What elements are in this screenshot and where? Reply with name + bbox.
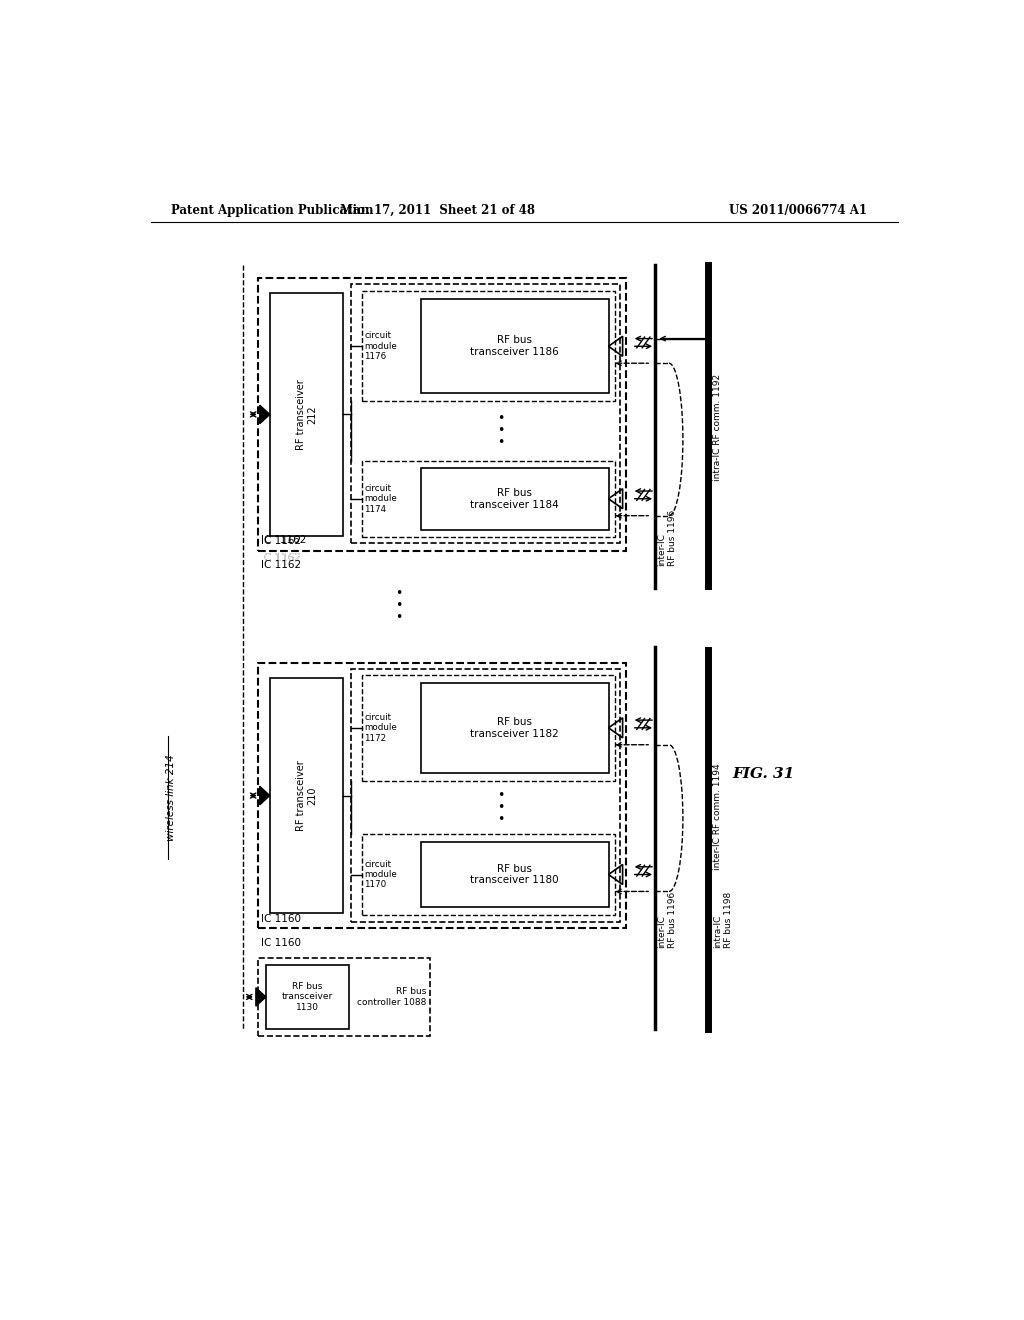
Bar — [362, 461, 614, 537]
Bar — [421, 842, 608, 907]
Text: circuit
module
1170: circuit module 1170 — [365, 859, 397, 890]
Text: intra-IC RF comm. 1192: intra-IC RF comm. 1192 — [713, 375, 722, 482]
Bar — [258, 277, 626, 552]
Text: RF bus
controller 1088: RF bus controller 1088 — [357, 987, 426, 1007]
Text: IC 1162: IC 1162 — [261, 553, 301, 562]
Text: •
•
•: • • • — [498, 789, 505, 826]
Text: IC 1162: IC 1162 — [261, 561, 301, 570]
Text: IC 1160: IC 1160 — [261, 913, 301, 924]
Text: RF bus
transceiver 1186: RF bus transceiver 1186 — [470, 335, 559, 358]
Text: inter-IC
RF bus 1196: inter-IC RF bus 1196 — [657, 511, 677, 566]
Bar — [362, 834, 614, 915]
Text: RF bus
transceiver 1184: RF bus transceiver 1184 — [470, 488, 559, 510]
Bar — [421, 469, 608, 529]
Text: FIG. 31: FIG. 31 — [732, 767, 795, 781]
Text: inter-IC RF comm. 1194: inter-IC RF comm. 1194 — [713, 763, 722, 870]
Polygon shape — [256, 987, 266, 1006]
Bar — [362, 675, 614, 780]
Bar — [270, 293, 343, 536]
Polygon shape — [260, 787, 270, 805]
Text: wireless link 214: wireless link 214 — [166, 754, 176, 841]
Text: circuit
module
1176: circuit module 1176 — [365, 331, 397, 362]
Text: intra-IC
RF bus 1198: intra-IC RF bus 1198 — [713, 891, 732, 948]
Text: circuit
module
1174: circuit module 1174 — [365, 484, 397, 513]
Text: circuit
module
1172: circuit module 1172 — [365, 713, 397, 743]
Polygon shape — [260, 405, 270, 424]
Bar — [351, 669, 621, 923]
Text: Patent Application Publication: Patent Application Publication — [171, 205, 373, 218]
Text: RF transceiver
210: RF transceiver 210 — [296, 760, 317, 832]
Text: IC 1162: IC 1162 — [261, 553, 301, 562]
Text: RF bus
transceiver
1130: RF bus transceiver 1130 — [282, 982, 333, 1012]
Text: RF transceiver
212: RF transceiver 212 — [296, 379, 317, 450]
Text: •
•
•: • • • — [498, 412, 505, 450]
Bar — [266, 965, 349, 1028]
Bar — [258, 663, 626, 928]
Text: RF bus
transceiver 1182: RF bus transceiver 1182 — [470, 717, 559, 739]
Text: RF bus
transceiver 1180: RF bus transceiver 1180 — [470, 863, 559, 886]
Text: US 2011/0066774 A1: US 2011/0066774 A1 — [729, 205, 866, 218]
Bar — [258, 958, 430, 1036]
Bar — [270, 678, 343, 913]
Text: Mar. 17, 2011  Sheet 21 of 48: Mar. 17, 2011 Sheet 21 of 48 — [341, 205, 536, 218]
Bar — [421, 300, 608, 393]
Bar — [362, 290, 614, 401]
Text: •
•
•: • • • — [395, 586, 402, 623]
Text: IC 1162: IC 1162 — [261, 536, 301, 546]
Bar — [421, 682, 608, 774]
Text: inter-IC
RF bus 1196: inter-IC RF bus 1196 — [657, 891, 677, 948]
Text: IC ¯1162: IC ¯1162 — [261, 535, 306, 545]
Text: IC 1160: IC 1160 — [261, 937, 301, 948]
Bar — [351, 284, 621, 544]
